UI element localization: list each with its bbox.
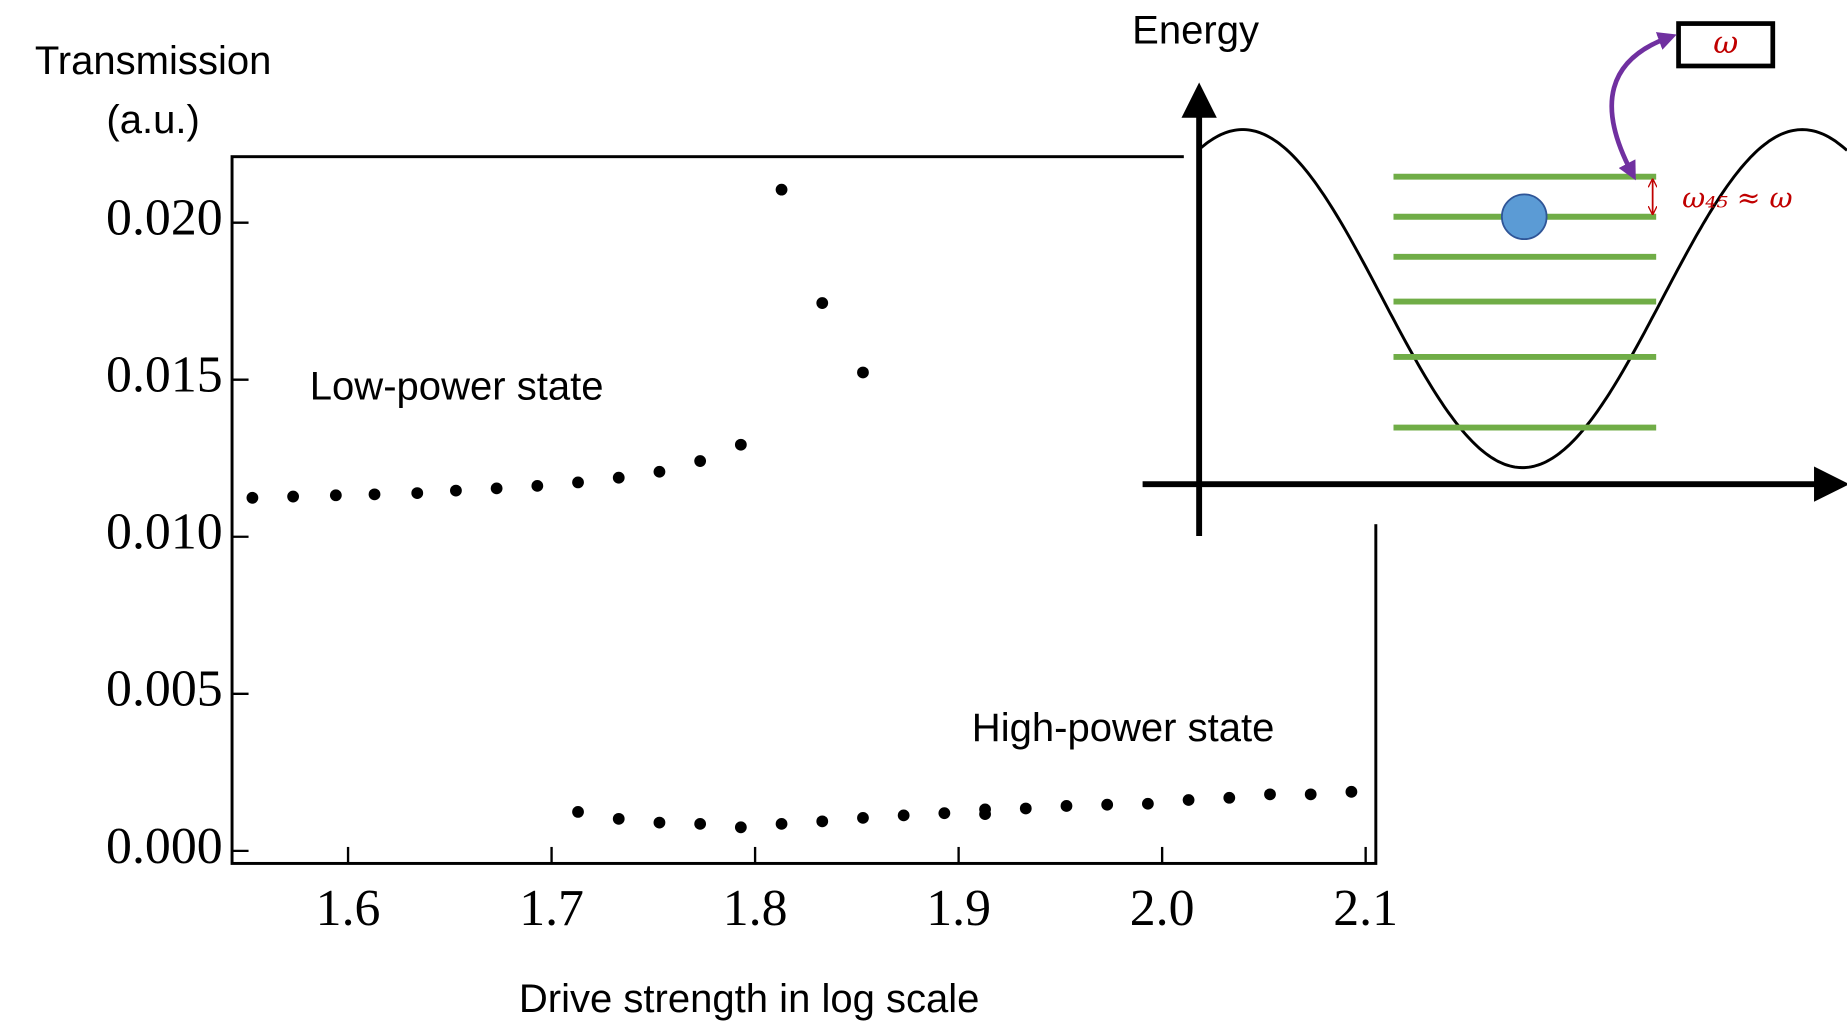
x-tick-label: 1.8 bbox=[723, 880, 788, 937]
point bbox=[775, 183, 788, 196]
point bbox=[734, 438, 747, 451]
y-tick-label: 0.020 bbox=[106, 190, 223, 247]
inset-background bbox=[1183, 0, 1847, 525]
point bbox=[694, 455, 707, 467]
point bbox=[329, 489, 342, 502]
point bbox=[246, 491, 259, 504]
y-tick-label: 0.005 bbox=[106, 661, 223, 718]
x-tick-label: 1.7 bbox=[519, 880, 584, 937]
point bbox=[368, 488, 381, 501]
point bbox=[1182, 794, 1195, 806]
point bbox=[612, 812, 625, 825]
point bbox=[653, 816, 666, 829]
point bbox=[287, 490, 299, 503]
point bbox=[897, 809, 910, 822]
x-tick-label: 1.6 bbox=[316, 880, 381, 937]
drive-label: ω bbox=[1713, 26, 1738, 61]
point bbox=[653, 465, 666, 478]
point bbox=[572, 476, 584, 489]
drive-arrow bbox=[1609, 32, 1677, 181]
point bbox=[694, 817, 707, 830]
y-axis-title: Transmission bbox=[35, 39, 272, 83]
point bbox=[857, 366, 869, 379]
point bbox=[979, 808, 991, 821]
point bbox=[857, 811, 869, 824]
point bbox=[1345, 785, 1358, 798]
point bbox=[612, 471, 625, 484]
y-tick-label: 0.010 bbox=[106, 504, 223, 561]
inset-diagram: Energy ω₄₅ ≈ ω ω bbox=[1132, 0, 1847, 536]
point bbox=[816, 297, 829, 309]
series-label: Low-power state bbox=[310, 364, 604, 408]
point bbox=[1101, 798, 1114, 811]
point bbox=[1223, 791, 1236, 804]
point bbox=[1060, 800, 1073, 812]
point bbox=[572, 806, 584, 818]
point bbox=[490, 482, 503, 495]
particle bbox=[1500, 193, 1548, 241]
point bbox=[938, 807, 951, 820]
transition-label: ω₄₅ ≈ ω bbox=[1682, 182, 1792, 215]
drive-box bbox=[1676, 21, 1776, 69]
potential-curve bbox=[1198, 128, 1847, 470]
point bbox=[531, 479, 544, 492]
point bbox=[1264, 788, 1276, 801]
point bbox=[1141, 797, 1154, 810]
y-tick-label: 0.000 bbox=[106, 818, 223, 875]
y-tick-label: 0.015 bbox=[106, 347, 223, 404]
x-tick-label: 2.0 bbox=[1130, 880, 1195, 937]
point bbox=[816, 815, 829, 828]
point bbox=[734, 821, 747, 834]
x-tick-label: 2.1 bbox=[1333, 880, 1398, 937]
plot: Transmission (a.u.) Drive strength in lo… bbox=[35, 39, 1398, 1021]
y-axis-title: (a.u.) bbox=[106, 98, 199, 142]
point bbox=[1019, 802, 1032, 815]
point bbox=[450, 484, 462, 497]
series-label: High-power state bbox=[972, 706, 1275, 750]
x-tick-label: 1.9 bbox=[926, 880, 991, 937]
point bbox=[1304, 788, 1317, 801]
point bbox=[411, 487, 424, 499]
inset-y-label: Energy bbox=[1132, 9, 1259, 53]
point bbox=[775, 817, 788, 830]
x-axis-title: Drive strength in log scale bbox=[519, 977, 980, 1021]
